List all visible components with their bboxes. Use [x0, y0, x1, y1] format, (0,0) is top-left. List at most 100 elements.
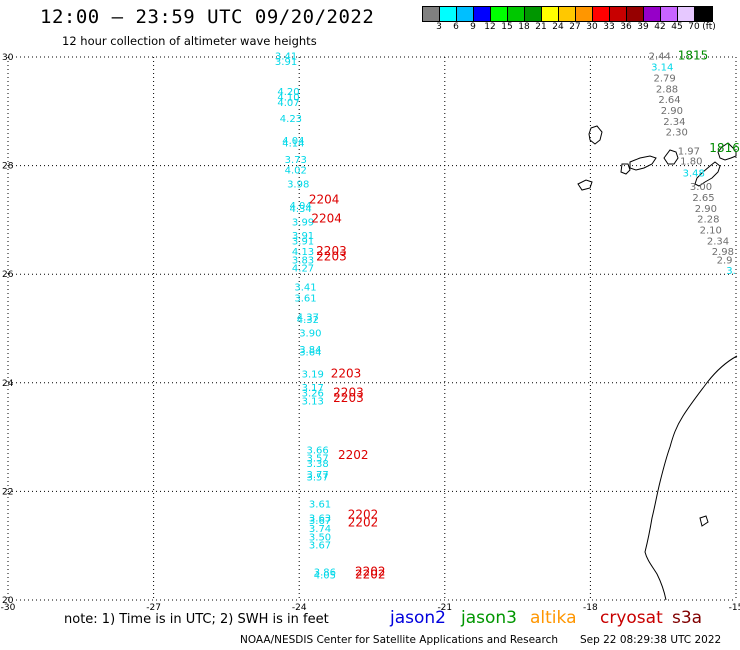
colorbar-swatch: [542, 7, 559, 21]
colorbar-tick-label: 70: [688, 22, 700, 32]
wave-height-value: 3.61: [294, 293, 316, 304]
colorbar-swatch: [661, 7, 678, 21]
map-title: 12:00 – 23:59 UTC 09/20/2022: [40, 6, 375, 28]
colorbar-tick-label: 21: [535, 22, 547, 32]
wave-height-value: 1.80: [680, 157, 702, 168]
island-lanzarote: [717, 142, 737, 161]
wave-height-value: 2.98: [712, 247, 734, 258]
colorbar-swatch: [440, 7, 457, 21]
wave-height-value: 2.34: [663, 117, 685, 128]
lat-label: 20: [2, 596, 14, 606]
wave-height-value: 4.14: [282, 139, 304, 150]
wave-height-value: 2.88: [656, 84, 678, 95]
colorbar-tick-label: 9: [470, 22, 476, 32]
satellite-legend-cryosat: cryosat: [600, 608, 663, 628]
pass-time-label: 2202: [355, 565, 386, 579]
map-subtitle: 12 hour collection of altimeter wave hei…: [62, 34, 317, 48]
wave-height-value: 3.19: [302, 369, 324, 380]
colorbar-swatch: [576, 7, 593, 21]
colorbar-tick-label: 6: [453, 22, 459, 32]
lon-label: -18: [583, 603, 598, 613]
colorbar-tick-label: 33: [603, 22, 615, 32]
wave-height-value: 2.65: [692, 193, 714, 204]
wave-height-value: 3.91: [292, 236, 314, 247]
colorbar-tick-label: 45: [671, 22, 683, 32]
wave-height-value: 4.04: [282, 136, 304, 147]
colorbar-tick-labels: 3 6 9 12 15 18 21 24 27 30 33 36 39 42 45 70 (ft): [422, 22, 740, 34]
wave-height-value: 2.34: [707, 236, 729, 247]
wave-height-value: 3.73: [285, 155, 307, 166]
pass-time-label: 2202: [338, 448, 369, 462]
pass-time-label: 2203: [333, 391, 364, 405]
wave-height-value: 2.79: [653, 73, 675, 84]
wave-height-value: 3.67: [309, 516, 331, 527]
colorbar-tick-label: 18: [518, 22, 530, 32]
wave-height-value: 3.74: [309, 524, 331, 535]
lon-label: -21: [437, 603, 452, 613]
wave-height-value: 3.98: [287, 179, 309, 190]
island-coast-inset: [699, 515, 709, 527]
coastline-africa: [644, 355, 738, 601]
wave-height-value: 3.99: [292, 217, 314, 228]
pass-time-label: 2203: [333, 385, 364, 399]
wave-height-value: 3.41: [294, 282, 316, 293]
lat-label: 30: [2, 53, 14, 63]
lon-label: -15: [729, 603, 740, 613]
footer-generated-time: Sep 22 08:29:38 UTC 2022: [580, 634, 722, 646]
wave-height-colorbar: [422, 6, 713, 22]
lat-lon-grid: [7, 56, 737, 601]
colorbar-tick-label: 39: [637, 22, 649, 32]
colorbar-swatch: [423, 7, 440, 21]
wave-height-value: 3.14: [651, 63, 673, 74]
wave-height-value: 2.28: [697, 215, 719, 226]
satellite-legend-jason3: jason3: [461, 608, 517, 628]
lon-label: -24: [292, 603, 307, 613]
wave-height-value: 3.57: [306, 454, 328, 465]
satellite-legend-jason2: jason2: [390, 608, 446, 628]
footer-note: note: 1) Time is in UTC; 2) SWH is in fe…: [64, 612, 329, 627]
island-el-hierro: [577, 179, 593, 191]
wave-height-value: 4.34: [289, 204, 311, 215]
wave-height-value: 3.91: [275, 57, 297, 68]
pass-time-label: 2203: [316, 244, 347, 258]
cyan-track-values: 3.413.914.204.104.074.234.044.143.734.02…: [275, 52, 336, 582]
pass-time-label: 2203: [331, 366, 362, 380]
wave-height-value: 3.67: [309, 540, 331, 551]
colorbar-swatch: [678, 7, 695, 21]
wave-height-value: 2.90: [661, 106, 683, 117]
lat-label: 26: [2, 270, 14, 280]
pass-time-label: 2204: [311, 212, 342, 226]
wave-height-value: 3.66: [306, 445, 328, 456]
wave-height-value: 4.04: [289, 201, 311, 212]
lat-label: 24: [2, 379, 14, 389]
wave-height-value: 4.27: [292, 263, 314, 274]
colorbar-swatch: [610, 7, 627, 21]
wave-height-value: 3.50: [309, 532, 331, 543]
lon-label: -27: [146, 603, 161, 613]
wave-height-value: 2.10: [700, 225, 722, 236]
wave-height-value: 1.97: [678, 147, 700, 158]
wave-height-value: 2.64: [658, 95, 680, 106]
wave-height-value: 3.90: [299, 329, 321, 340]
colorbar-swatch: [508, 7, 525, 21]
pass-time-label: 2202: [348, 508, 379, 522]
wave-height-value: 3.63: [309, 513, 331, 524]
wave-height-value: 3.61: [309, 500, 331, 511]
wave-height-value: 4.07: [277, 98, 299, 109]
wave-height-value: 3.83: [292, 255, 314, 266]
lat-label: 28: [2, 162, 14, 172]
colorbar-tick-label: (ft): [702, 22, 716, 32]
pass-time-label: 2202: [348, 516, 379, 530]
wave-height-value: 3.84: [299, 345, 321, 356]
wave-height-value: 3.86: [314, 568, 336, 579]
wave-height-value: 3.48: [683, 168, 705, 179]
island-gran-canaria: [663, 149, 679, 165]
colorbar-tick-label: 30: [586, 22, 598, 32]
colorbar-tick-label: 27: [569, 22, 581, 32]
wave-height-value: 3.64: [299, 348, 321, 359]
wave-height-value: 3.: [726, 266, 736, 277]
colorbar-swatch: [559, 7, 576, 21]
wave-height-value: 3.38: [306, 459, 328, 470]
wave-height-value: 3.26: [302, 388, 324, 399]
